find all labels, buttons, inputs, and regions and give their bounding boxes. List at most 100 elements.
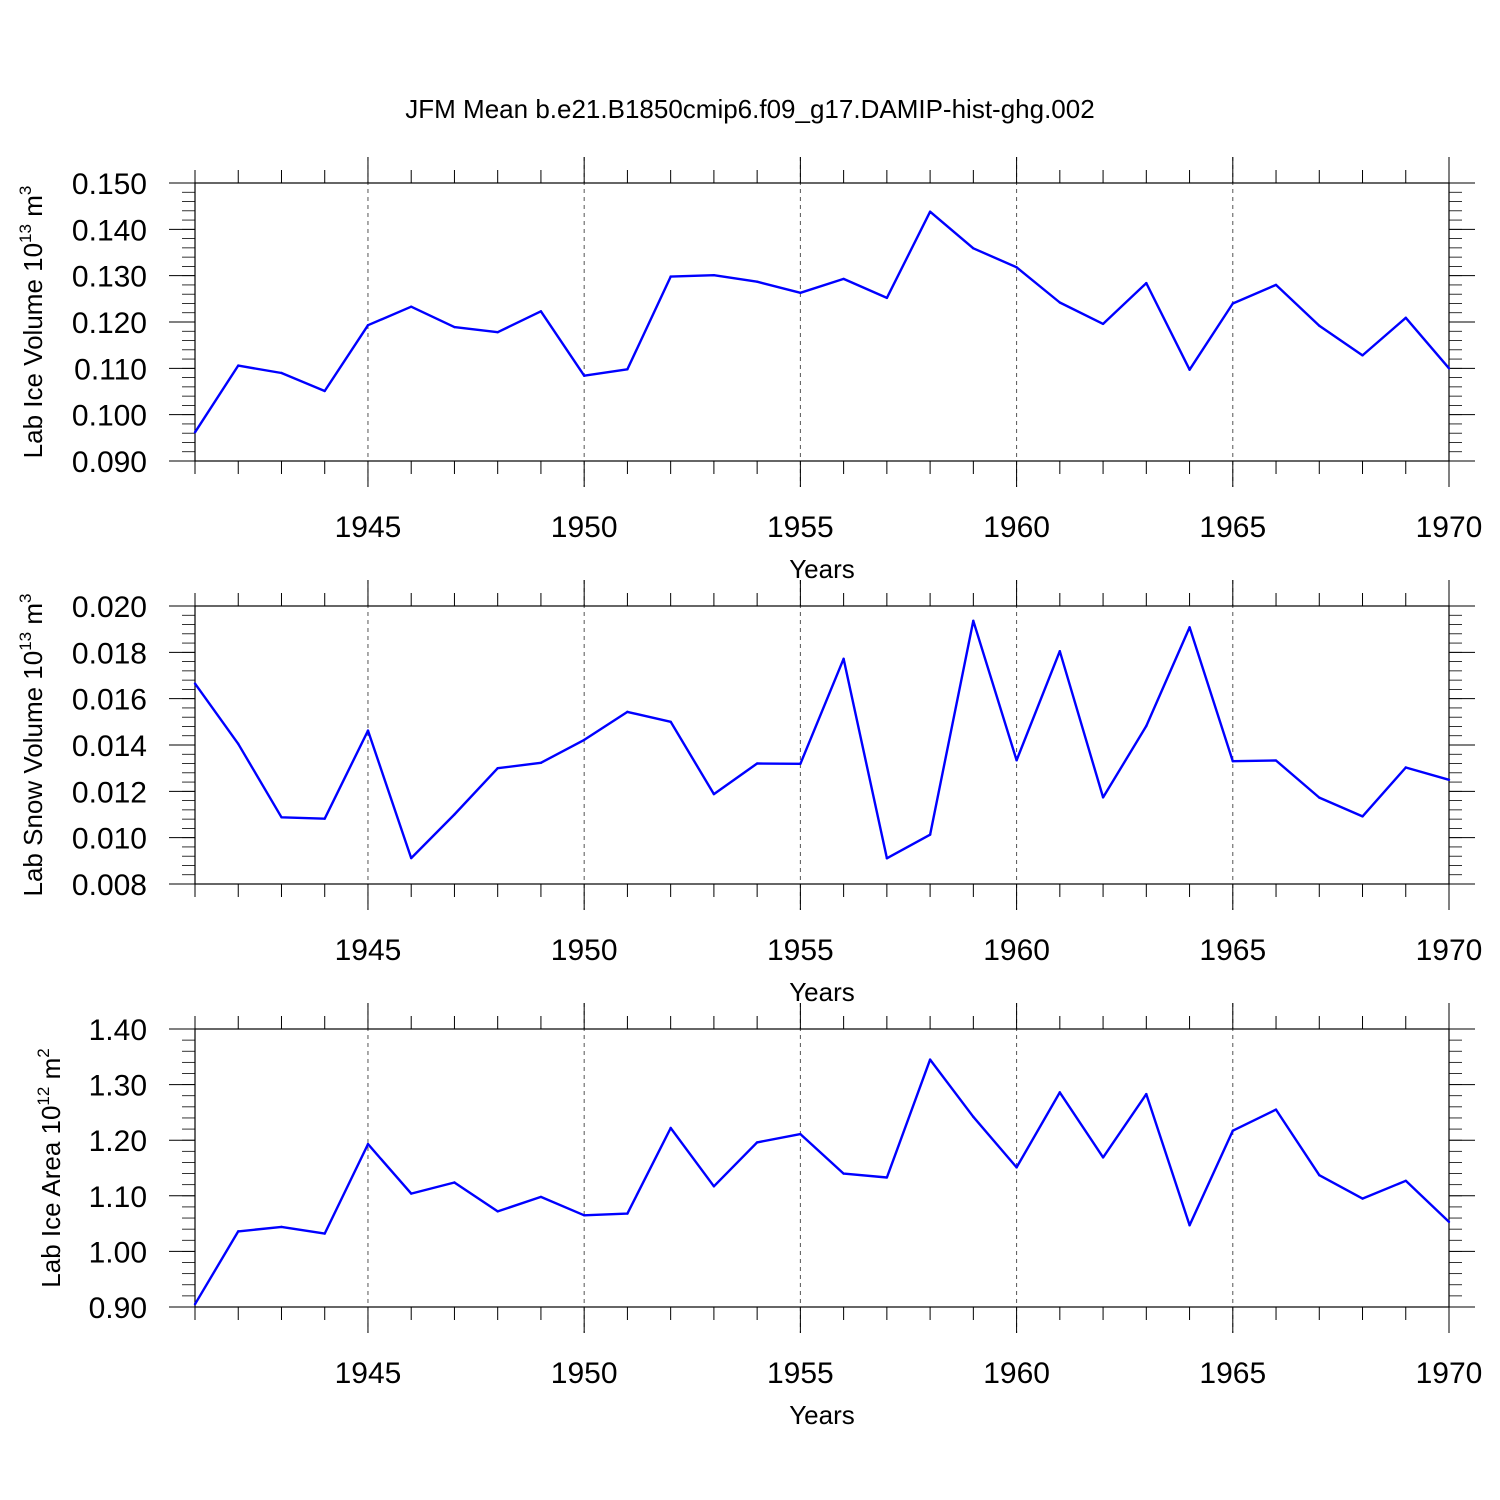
data-point: [669, 1126, 672, 1130]
data-point: [323, 1232, 326, 1235]
data-point: [1058, 301, 1062, 304]
y-axis-label: Lab Ice Area 1012 m2: [34, 1048, 66, 1287]
x-tick-label: 1945: [335, 511, 402, 544]
data-point: [193, 431, 197, 434]
y-tick-label: 0.120: [72, 307, 147, 340]
x-axis-label: Years: [789, 1400, 855, 1430]
data-point: [712, 792, 716, 796]
data-point: [280, 371, 283, 375]
data-point: [323, 817, 326, 820]
data-point: [1361, 354, 1364, 357]
y-tick-label: 0.100: [72, 400, 147, 433]
data-point: [1231, 1129, 1234, 1132]
data-point: [885, 1176, 889, 1179]
data-point: [928, 210, 932, 213]
data-point: [280, 816, 283, 819]
data-point: [1404, 1179, 1407, 1182]
y-tick-label: 0.010: [72, 823, 147, 856]
data-point: [626, 368, 629, 371]
data-point: [755, 280, 759, 283]
x-axis-label: Years: [789, 977, 855, 1007]
data-point: [582, 738, 586, 742]
data-point: [1145, 724, 1148, 728]
x-tick-label: 1955: [767, 934, 834, 967]
y-axis-label-unit-exponent: 2: [34, 1048, 53, 1057]
data-point: [1188, 1224, 1191, 1227]
data-point: [842, 1172, 845, 1175]
plot-frame: [194, 182, 1450, 462]
data-point: [410, 856, 413, 860]
data-point: [1015, 1166, 1018, 1169]
data-point: [669, 275, 672, 278]
y-tick-label: 1.40: [89, 1014, 147, 1047]
data-point: [1404, 766, 1407, 769]
data-point: [1274, 1108, 1278, 1111]
y-axis-label: Lab Ice Volume 1013 m3: [16, 186, 48, 459]
data-point: [237, 1230, 240, 1233]
y-axis-label-unit: m: [18, 603, 48, 632]
y-axis-label-main: Lab Ice Volume 10: [18, 243, 48, 458]
data-point: [755, 762, 759, 765]
x-tick-label: 1945: [335, 1357, 402, 1390]
data-point: [280, 1225, 283, 1229]
data-point: [1058, 649, 1062, 653]
data-point: [496, 766, 499, 770]
y-axis-label-main: Lab Snow Volume 10: [18, 651, 48, 897]
series-line: [194, 619, 1450, 860]
y-tick-label: 0.018: [72, 637, 147, 670]
data-point: [193, 1303, 197, 1306]
data-point: [582, 1214, 586, 1217]
data-point: [626, 1212, 629, 1215]
data-point: [799, 291, 802, 295]
data-point: [1231, 302, 1234, 305]
data-point: [366, 1142, 370, 1146]
data-point: [885, 857, 889, 860]
data-point: [1101, 1156, 1105, 1159]
x-tick-label: 1965: [1199, 934, 1266, 967]
x-axis-label: Years: [789, 554, 855, 584]
data-point: [1404, 316, 1407, 320]
plot-frame: [194, 1028, 1450, 1308]
y-tick-label: 0.012: [72, 776, 147, 809]
x-tick-label: 1950: [551, 511, 618, 544]
data-point: [626, 710, 629, 714]
y-tick-label: 0.150: [72, 168, 147, 201]
data-point: [799, 762, 802, 765]
panels: 0.090 0.100 0.110 0.120 0.130 0.140 0.150 1945 1…: [16, 157, 1482, 1430]
x-tick-label: 1955: [767, 511, 834, 544]
data-point: [453, 325, 456, 329]
y-axis-label-unit: m: [18, 195, 48, 224]
data-point: [496, 1210, 499, 1213]
data-point: [1447, 1220, 1451, 1224]
data-point: [972, 1115, 975, 1119]
x-tick-label: 1950: [551, 934, 618, 967]
x-tick-label: 1960: [983, 934, 1050, 967]
data-point: [1188, 626, 1191, 629]
x-tick-label: 1970: [1416, 934, 1483, 967]
x-tick-label: 1960: [983, 511, 1050, 544]
data-point: [1447, 778, 1451, 781]
data-point: [799, 1132, 802, 1136]
y-axis-label-unit-exponent: 3: [16, 593, 35, 602]
data-point: [755, 1141, 759, 1144]
data-point: [1101, 796, 1105, 799]
y-tick-label: 0.90: [89, 1292, 147, 1325]
x-tick-label: 1960: [983, 1357, 1050, 1390]
data-point: [1361, 815, 1364, 818]
y-tick-label: 0.020: [72, 591, 147, 624]
data-point: [1447, 367, 1451, 370]
data-point: [410, 1192, 413, 1195]
data-point: [972, 619, 975, 623]
data-point: [366, 729, 370, 732]
data-point: [1188, 368, 1191, 371]
x-tick-label: 1970: [1416, 1357, 1483, 1390]
chart-panel-2: 0.008 0.010 0.012 0.014 0.016 0.018 0.020 1945 1…: [16, 580, 1482, 1007]
data-point: [1318, 1174, 1321, 1177]
data-point: [1145, 281, 1148, 285]
y-tick-label: 1.30: [89, 1070, 147, 1103]
data-point: [366, 324, 370, 327]
data-point: [1274, 759, 1278, 762]
y-tick-label: 0.008: [72, 869, 147, 902]
x-tick-label: 1950: [551, 1357, 618, 1390]
